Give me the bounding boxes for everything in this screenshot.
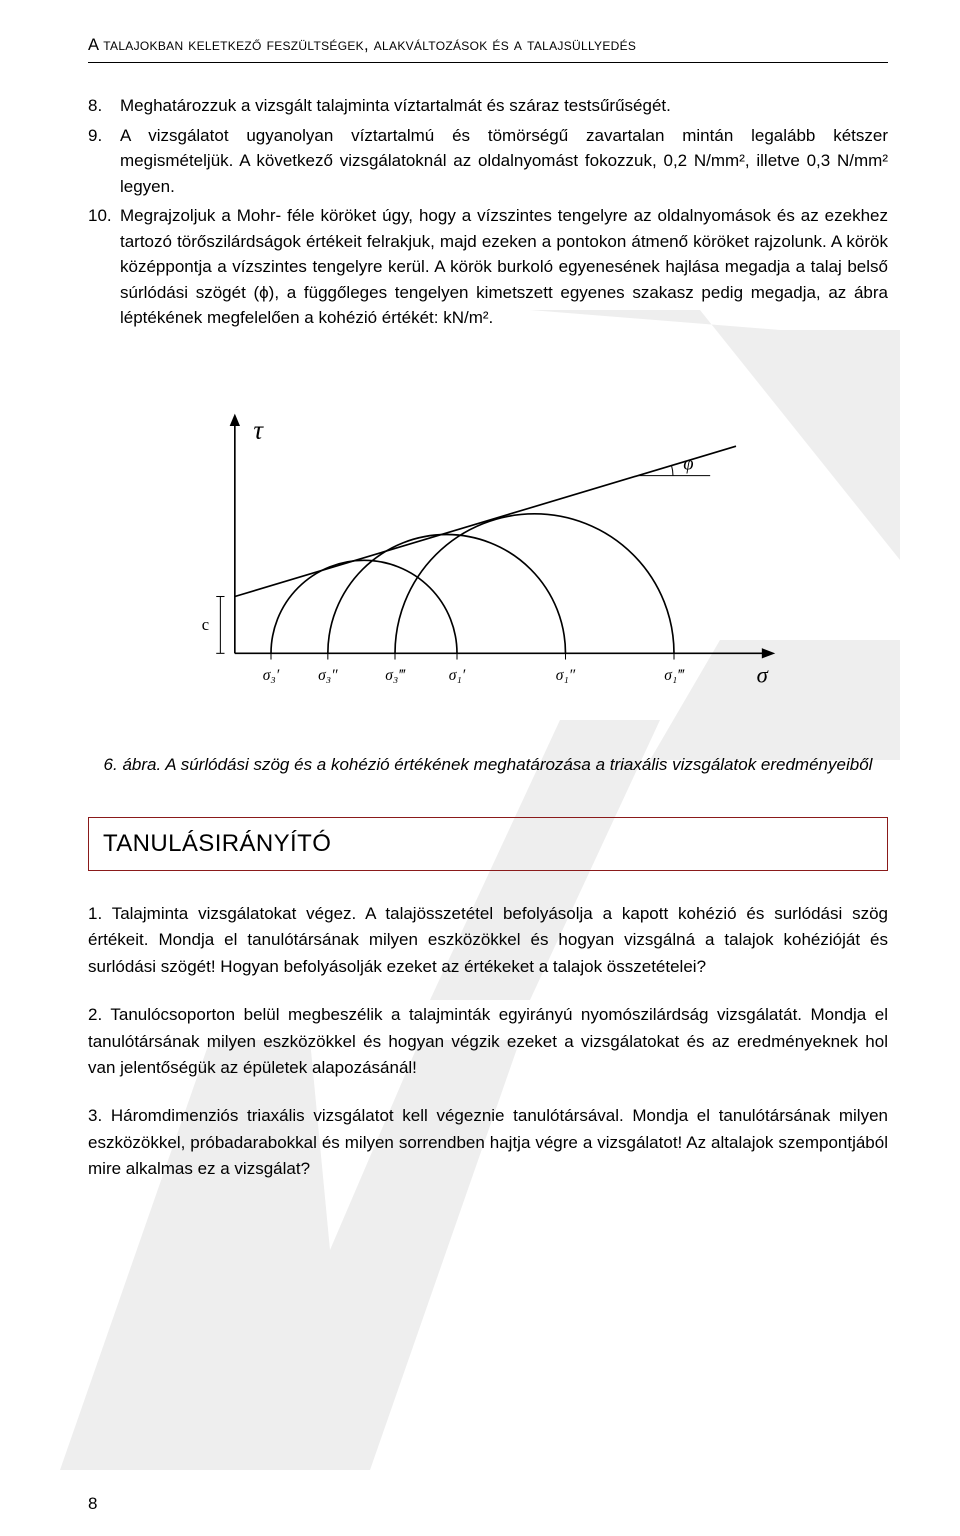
svg-text:σ₁′: σ₁′ — [449, 667, 466, 684]
list-body: A vizsgálatot ugyanolyan víztartalmú és … — [120, 123, 888, 200]
section-title: TANULÁSIRÁNYÍTÓ — [88, 817, 888, 871]
svg-text:σ₃″: σ₃″ — [318, 667, 338, 684]
svg-text:σ₃′: σ₃′ — [263, 667, 280, 684]
page-number: 8 — [88, 1494, 97, 1514]
svg-text:σ₃‴: σ₃‴ — [385, 667, 406, 684]
list-body: Meghatározzuk a vizsgált talajminta vízt… — [120, 93, 888, 119]
mohr-figure: τ σ c φ σ₃′ σ₃″ σ₃‴ σ₁′ σ₁″ σ₁‴ — [178, 395, 798, 705]
numbered-list: 8. Meghatározzuk a vizsgált talajminta v… — [88, 93, 888, 331]
svg-text:φ: φ — [683, 453, 693, 474]
svg-text:σ₁″: σ₁″ — [556, 667, 576, 684]
list-item: 8. Meghatározzuk a vizsgált talajminta v… — [88, 93, 888, 119]
list-number: 10. — [88, 203, 120, 331]
figure-caption: 6. ábra. A súrlódási szög és a kohézió é… — [88, 753, 888, 778]
list-number: 9. — [88, 123, 120, 200]
list-item: 9. A vizsgálatot ugyanolyan víztartalmú … — [88, 123, 888, 200]
paragraph: 1. Talajminta vizsgálatokat végez. A tal… — [88, 901, 888, 980]
paragraph: 2. Tanulócsoporton belül megbeszélik a t… — [88, 1002, 888, 1081]
svg-text:σ₁‴: σ₁‴ — [664, 667, 685, 684]
list-body: Megrajzoljuk a Mohr- féle köröket úgy, h… — [120, 203, 888, 331]
paragraph: 3. Háromdimenziós triaxális vizsgálatot … — [88, 1103, 888, 1182]
svg-text:σ: σ — [757, 662, 769, 687]
running-head: A talajokban keletkező feszültségek, ala… — [88, 36, 888, 63]
list-number: 8. — [88, 93, 120, 119]
svg-text:c: c — [202, 615, 209, 634]
svg-text:τ: τ — [253, 414, 264, 444]
list-item: 10. Megrajzoljuk a Mohr- féle köröket úg… — [88, 203, 888, 331]
